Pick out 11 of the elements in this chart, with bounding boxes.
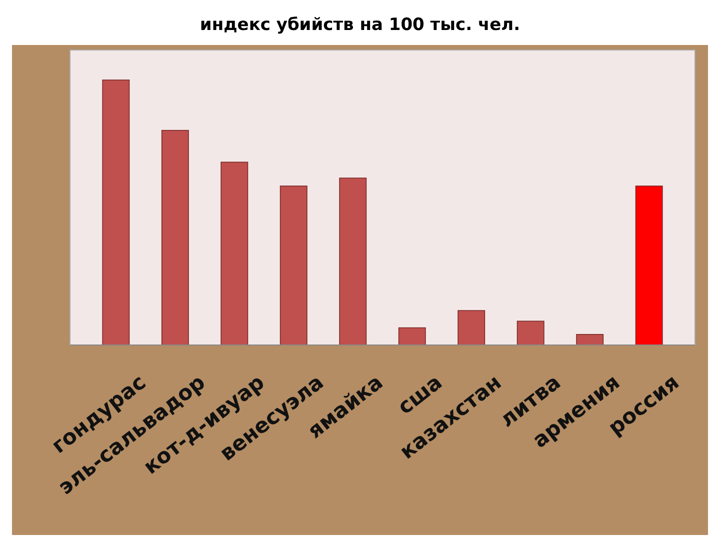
bar: [576, 334, 604, 346]
bar: [220, 162, 248, 346]
bar: [161, 130, 189, 346]
bar: [458, 310, 486, 346]
bar: [102, 80, 130, 346]
bar: [635, 186, 663, 346]
chart-title: индекс убийств на 100 тыс. чел.: [200, 15, 520, 35]
bar: [516, 320, 544, 346]
bar: [339, 178, 367, 346]
bar: [280, 186, 308, 346]
bar: [398, 327, 426, 346]
